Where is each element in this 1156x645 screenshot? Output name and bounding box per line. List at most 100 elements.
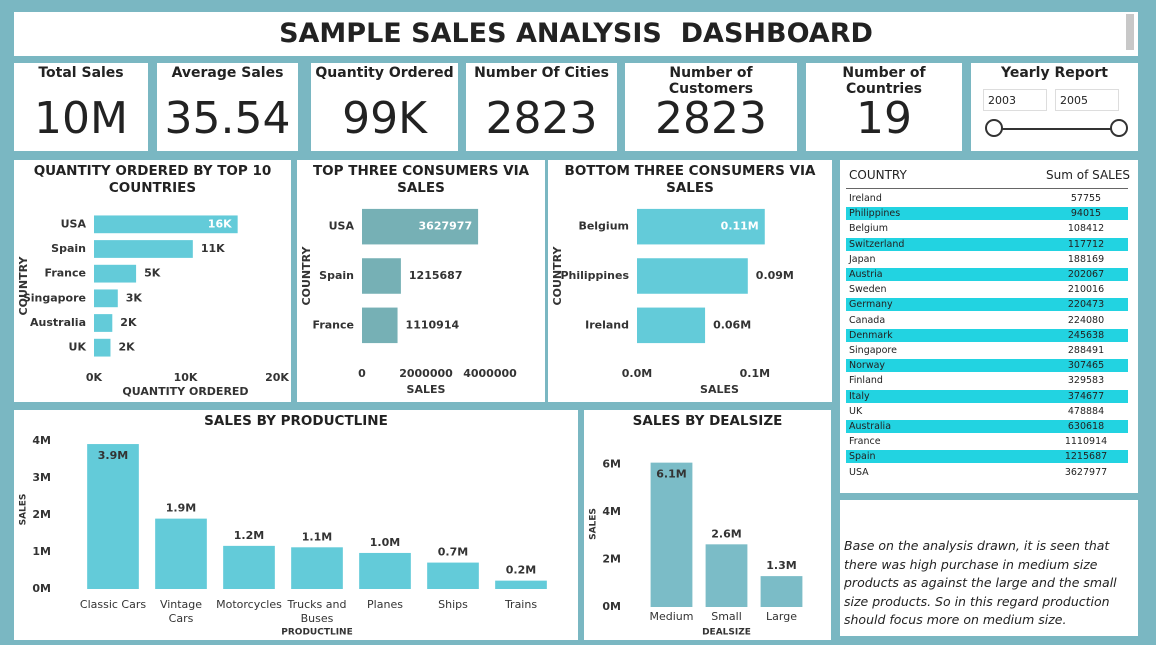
bar [94,240,193,258]
year-to[interactable]: 2005 [1055,89,1119,111]
table-row: Austria 202067 [846,268,1128,281]
country-cell: Australia [849,421,892,432]
kpi-label: Quantity Ordered [315,65,454,81]
header-rule [846,188,1128,189]
kpi-card: Quantity Ordered 99K [311,63,458,151]
country-cell: Spain [849,451,876,463]
data-label: 3627977 [419,220,473,233]
table-row: Australia 630618 [846,420,1128,433]
kpi-card: Total Sales 10M [14,63,148,151]
bar [223,545,275,589]
chart-panel: QUANTITY ORDERED BY TOP 10 COUNTRIES 0K 10… [14,160,291,402]
data-label: 0.2M [506,564,536,577]
data-label: 3.9M [98,449,128,462]
x-tick-label: 20K [265,371,289,384]
x-tick-label: 0K [86,371,103,384]
bar [362,307,398,344]
chart-title: SALES BY DEALSIZE [632,413,783,429]
y-tick-label: USA [329,220,355,233]
table-row: UK 478884 [846,405,1128,418]
data-label: 16K [208,217,232,230]
note: Base on the analysis drawn, it is seen t… [844,538,1117,627]
kpi-label: Number of Countries [842,65,926,97]
kpi-value: 10M [34,93,128,144]
year-from[interactable]: 2003 [983,89,1047,111]
country-cell: Canada [849,314,886,326]
data-label: 1.0M [370,536,400,549]
sales-cell: 210016 [1067,284,1105,296]
chart-title: BOTTOM THREE CONSUMERS VIA SALES [564,163,816,196]
data-label: 5K [144,267,161,280]
x-tick-label: Motorcycles [216,598,282,611]
kpi-card: Average Sales 35.54 [157,63,298,151]
slider-handle[interactable] [1110,119,1128,137]
slider-handle[interactable] [985,119,1003,137]
slider-track [995,128,1119,130]
table-row: Sweden 210016 [846,283,1128,296]
bar [362,208,479,245]
bar [94,264,137,283]
data-label: 1.9M [166,502,196,515]
kpi-card: Number Of Cities 2823 [466,63,617,151]
y-tick-label: France [313,318,354,331]
sales-cell: 108412 [1067,223,1105,235]
y-tick-label: 2M [32,508,51,521]
chart: 0 2000000 4000000 USA 3627977 Spain 1215687 Fra… [300,208,517,396]
x-tick-label: 4000000 [463,367,517,380]
x-axis-label: DEALSIZE [702,628,751,638]
kpi-label: Average Sales [171,65,284,81]
y-tick-label: USA [61,217,87,230]
country-cell: Austria [849,269,883,280]
bar [495,580,547,589]
kpi-value: 2823 [655,93,767,144]
table-row: France 1110914 [846,435,1128,448]
data-label: 1110914 [406,318,460,331]
data-label: 1.1M [302,530,332,543]
country-cell: Denmark [849,329,893,341]
y-axis-label: COUNTRY [551,246,564,306]
kpi-label: Total Sales [38,65,124,81]
sales-cell: 630618 [1067,421,1105,432]
scrollbar[interactable] [1126,14,1134,50]
table-row: Belgium 108412 [846,222,1128,235]
dashboard-title: SAMPLE SALES ANALYSIS DASHBOARD [279,18,873,49]
kpi-card: Number of Customers 2823 [625,63,797,151]
table-row: Spain 1215687 [846,450,1128,464]
bar [362,258,401,294]
kpi-label: Number of Customers [668,65,754,97]
country-cell: Philippines [849,208,901,220]
table-row: Japan 188169 [846,253,1128,266]
chart: 0.0M 0.1M Belgium 0.11M Philippines 0.09M Irel… [551,208,794,396]
country-cell: Switzerland [849,238,905,250]
column-header: COUNTRY [849,168,907,182]
country-cell: Singapore [849,345,897,356]
bar [705,544,748,607]
bar [637,208,765,245]
y-tick-label: 2M [602,553,621,566]
data-label: 0.7M [438,546,468,559]
bar [650,462,693,607]
x-tick-label: 10K [174,371,198,384]
bar [94,215,238,234]
chart: 0M 2M 4M 6M 6.1M 2.6M 1.3M DEALSIZE SALES [589,458,803,638]
table-row: Philippines 94015 [846,207,1128,221]
bar [637,307,706,344]
table-row: Switzerland 117712 [846,237,1128,251]
data-label: 0.11M [721,220,759,233]
x-tick-label: 0.1M [740,367,770,380]
y-tick-label: 3M [32,471,51,484]
y-tick-label: 0M [602,600,621,613]
x-axis-label: QUANTITY ORDERED [122,385,248,398]
x-tick-label: Small [711,610,742,623]
chart: 0M 1M 2M 3M 4M 3.9M 1.9M 1.2M 1.1M 1.0M 0.7M 0.2M PR… [19,434,547,638]
table-row: Ireland 57755 [846,192,1128,205]
column-header: Sum of SALES [1046,168,1131,182]
country-cell: Germany [849,299,893,311]
table-row: Denmark 245638 [846,328,1128,342]
sales-cell: 220473 [1067,299,1105,311]
y-axis-label: COUNTRY [17,256,30,316]
y-tick-label: 4M [32,434,51,447]
x-tick-label: 0.0M [622,367,652,380]
chart-title: QUANTITY ORDERED BY TOP 10 COUNTRIES [33,163,272,196]
